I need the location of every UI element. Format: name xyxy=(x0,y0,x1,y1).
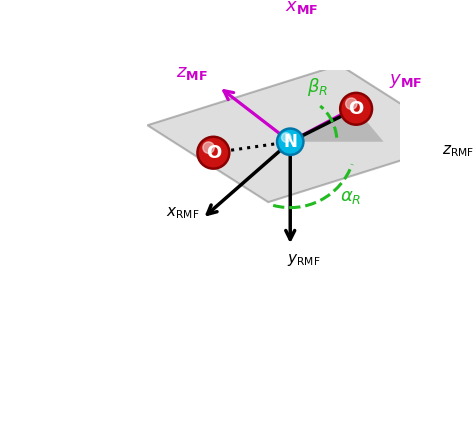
Text: O: O xyxy=(206,144,221,162)
Circle shape xyxy=(282,133,291,142)
Polygon shape xyxy=(147,65,460,202)
Text: O: O xyxy=(348,100,364,118)
Text: $\mathit{z}_{\mathregular{RMF}}$: $\mathit{z}_{\mathregular{RMF}}$ xyxy=(442,144,474,159)
Circle shape xyxy=(203,142,214,154)
Polygon shape xyxy=(290,109,383,142)
Text: $\mathit{y}_{\mathregular{MF}}$: $\mathit{y}_{\mathregular{MF}}$ xyxy=(389,72,422,90)
Circle shape xyxy=(340,93,372,125)
Text: $\mathit{x}_{\mathregular{MF}}$: $\mathit{x}_{\mathregular{MF}}$ xyxy=(284,0,318,16)
Text: $\mathit{z}_{\mathregular{MF}}$: $\mathit{z}_{\mathregular{MF}}$ xyxy=(175,64,207,82)
Text: $\mathit{y}_{\mathregular{RMF}}$: $\mathit{y}_{\mathregular{RMF}}$ xyxy=(287,252,321,268)
Text: $\mathit{x}_{\mathregular{RMF}}$: $\mathit{x}_{\mathregular{RMF}}$ xyxy=(166,205,200,221)
Circle shape xyxy=(277,129,303,155)
Circle shape xyxy=(346,98,357,109)
Circle shape xyxy=(198,137,229,169)
Text: N: N xyxy=(283,133,297,151)
Text: $\alpha_R$: $\alpha_R$ xyxy=(340,187,361,206)
Text: $\beta_R$: $\beta_R$ xyxy=(307,76,328,98)
